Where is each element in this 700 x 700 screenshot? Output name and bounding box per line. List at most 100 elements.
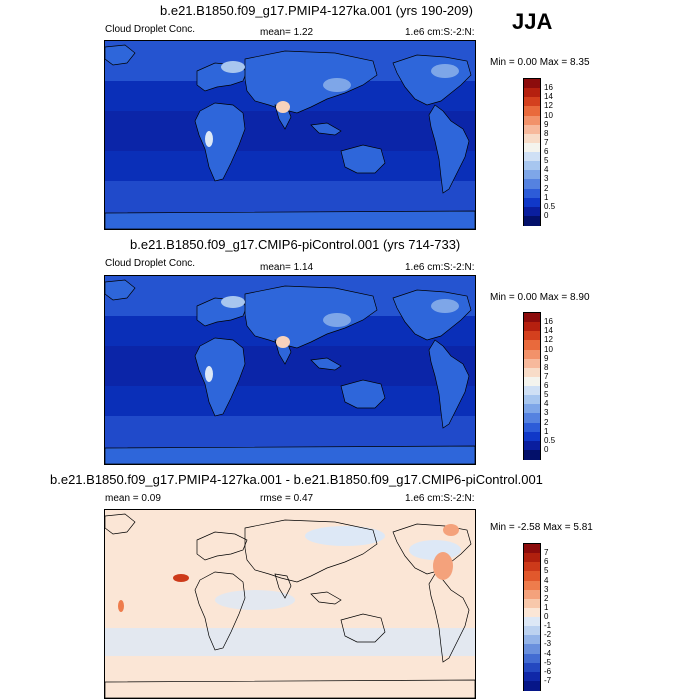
colorbar-tick-label: 14 <box>544 92 553 102</box>
colorbar-swatch <box>524 206 540 217</box>
colorbar-tick-label: 10 <box>544 110 553 120</box>
continent-outline <box>310 591 342 605</box>
colorbar-tick-label: 1 <box>544 426 549 436</box>
africa-high <box>205 366 213 382</box>
colorbar-tick-label: 4 <box>544 399 549 409</box>
colorbar-swatch <box>524 133 540 144</box>
colorbar-tick-label: 0 <box>544 210 549 220</box>
continent-outline <box>428 573 470 663</box>
colorbar-tick-label: 9 <box>544 353 549 363</box>
colorbar-tick-label: -1 <box>544 621 552 631</box>
colorbar-swatch <box>524 142 540 153</box>
panel2-variable-label: Cloud Droplet Conc. <box>105 258 196 269</box>
colorbar-swatch <box>524 170 540 180</box>
colorbar-swatch <box>524 553 540 563</box>
continent-outline <box>194 571 246 651</box>
colorbar-swatch <box>524 440 540 451</box>
colorbar-swatch <box>524 161 540 171</box>
colorbar-swatch <box>524 188 540 199</box>
panel3-units-label: 1.e6 cm:S:-2:N: <box>405 493 475 504</box>
colorbar-swatch <box>524 598 540 609</box>
colorbar-swatch <box>524 197 540 208</box>
africa-high <box>205 131 213 147</box>
colorbar-tick-label: 5 <box>544 566 549 576</box>
colorbar-swatch <box>524 431 540 442</box>
panel1-map <box>104 40 476 230</box>
colorbar-tick-label: 0.5 <box>544 201 556 211</box>
colorbar-swatch <box>524 617 540 627</box>
colorbar-swatch <box>524 680 540 691</box>
colorbar-swatch <box>524 449 540 460</box>
continent-outline <box>244 519 378 583</box>
colorbar-swatch <box>524 88 540 98</box>
colorbar-tick-label: 7 <box>544 371 549 381</box>
colorbar-swatch <box>524 607 540 618</box>
colorbar-tick-label: 14 <box>544 326 553 336</box>
colorbar-swatch <box>524 179 540 189</box>
colorbar-tick-label: 6 <box>544 381 549 390</box>
colorbar-swatch <box>524 367 540 378</box>
colorbar-tick-label: 3 <box>544 408 549 418</box>
colorbar-tick-label: -2 <box>544 630 552 640</box>
colorbar-swatch <box>524 653 540 664</box>
colorbar-swatch <box>524 79 540 89</box>
colorbar-swatch <box>524 152 540 162</box>
continent-outline <box>196 531 248 561</box>
namerica-high <box>431 64 459 78</box>
colorbar-tick-label: -7 <box>544 675 552 685</box>
colorbar-swatch <box>524 313 540 323</box>
colorbar-swatch <box>524 671 540 682</box>
colorbar-tick-label: 5 <box>544 156 549 166</box>
panel2-colorbar: 16 14 12 10 9 8 7 6 5 4 3 2 1 0.5 0 <box>523 312 555 460</box>
colorbar-tick-label: 8 <box>544 128 549 138</box>
colorbar-swatch <box>524 589 540 600</box>
colorbar-swatch <box>524 635 540 645</box>
panel3-title: b.e21.B1850.f09_g17.PMIP4-127ka.001 - b.… <box>50 472 543 487</box>
panel3-colorbar: 7 6 5 4 3 2 1 0 -1 -2 -3 -4 -5 -6 -7 <box>523 543 551 691</box>
continent-outline <box>105 679 475 698</box>
colorbar-tick-label: 2 <box>544 183 549 193</box>
asia-high <box>323 313 351 327</box>
continent-outline <box>274 573 292 599</box>
continent-outline <box>428 104 470 194</box>
continent-outline <box>105 44 136 66</box>
colorbar-tick-label: -3 <box>544 639 552 649</box>
continent-outline <box>310 357 342 371</box>
colorbar-tick-label: 16 <box>544 317 553 327</box>
panel1-variable-label: Cloud Droplet Conc. <box>105 24 196 35</box>
colorbar-swatch <box>524 571 540 581</box>
colorbar-tick-label: 3 <box>544 174 549 184</box>
colorbar-swatch <box>524 644 540 654</box>
panel1-title: b.e21.B1850.f09_g17.PMIP4-127ka.001 (yrs… <box>160 3 473 18</box>
colorbar-tick-label: 3 <box>544 584 549 594</box>
colorbar-swatch <box>524 97 540 107</box>
colorbar-swatch <box>524 562 540 572</box>
colorbar-swatch <box>524 322 540 332</box>
colorbar-swatch <box>524 422 540 433</box>
panel2-units-label: 1.e6 cm:S:-2:N: <box>405 262 475 273</box>
colorbar-tick-label: 0 <box>544 612 549 621</box>
panel1-mean-label: mean= 1.22 <box>260 27 314 38</box>
colorbar-tick-label: 6 <box>544 147 549 156</box>
colorbar-tick-label: -6 <box>544 666 552 676</box>
colorbar-swatch <box>524 124 540 135</box>
colorbar-swatch <box>524 626 540 636</box>
colorbar-swatch <box>524 106 540 116</box>
continent-outline <box>105 513 136 535</box>
season-label: JJA <box>512 9 553 34</box>
south-band <box>105 416 475 448</box>
colorbar-swatch <box>524 349 540 360</box>
continent-outline <box>194 337 246 417</box>
colorbar-swatch <box>524 376 540 387</box>
colorbar-tick-label: -5 <box>544 657 552 667</box>
colorbar-swatch <box>524 662 540 673</box>
colorbar-tick-label: 7 <box>544 548 549 558</box>
panel1-colorbar: 16 14 12 10 9 8 7 6 5 4 3 2 1 0.5 0 <box>523 78 555 226</box>
continent-outline <box>105 445 475 464</box>
panel2-title: b.e21.B1850.f09_g17.CMIP6-piControl.001 … <box>130 237 461 252</box>
colorbar-tick-label: 9 <box>544 119 549 129</box>
europe-high <box>221 61 245 73</box>
india-high <box>276 101 290 113</box>
colorbar-tick-label: 5 <box>544 390 549 400</box>
colorbar-swatch <box>524 358 540 369</box>
